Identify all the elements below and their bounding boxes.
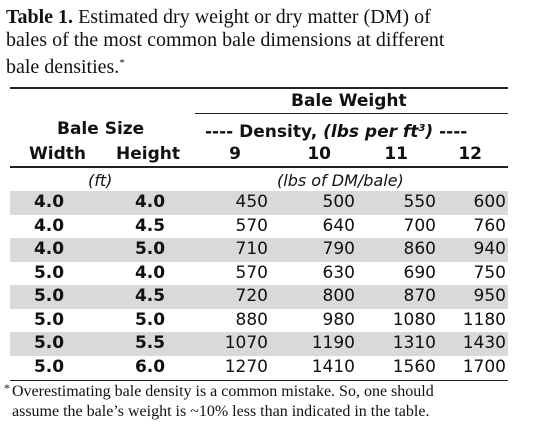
- cell-height: 5.5: [134, 333, 166, 353]
- bale-size-header: Bale Size: [57, 119, 145, 139]
- cell-height: 4.0: [134, 192, 166, 212]
- cell-d9: 1070: [224, 333, 268, 353]
- footnote-line-1: Overestimating bale density is a common …: [12, 383, 434, 400]
- cell-width: 5.0: [33, 356, 65, 377]
- cell-d11: 1080: [392, 309, 436, 330]
- height-header: Height: [116, 144, 180, 164]
- cell-d10: 800: [322, 286, 355, 306]
- cell-d9: 570: [235, 215, 268, 236]
- table-row: 5.0 5.5 1070 1190 1310 1430: [10, 332, 508, 356]
- cell-d9: 720: [235, 286, 268, 306]
- density-unit-text: (lbs per ft: [323, 122, 419, 142]
- table-caption: Table 1. Estimated dry weight or dry mat…: [6, 6, 551, 79]
- cell-d9: 710: [235, 239, 268, 259]
- density-11-header: 11: [384, 144, 408, 164]
- density-header: ---- Density, (lbs per ft3) ----: [205, 118, 467, 143]
- cell-width: 4.0: [33, 192, 65, 212]
- cell-d10: 980: [322, 309, 355, 330]
- density-suffix: ----: [433, 122, 468, 142]
- cell-d12: 750: [473, 262, 506, 283]
- table-bottom-rule: [10, 380, 508, 381]
- cell-d11: 870: [403, 286, 436, 306]
- caption-text-1: Estimated dry weight or dry matter (DM) …: [78, 6, 431, 28]
- cell-d11: 1310: [392, 333, 436, 353]
- weight-unit-label: (lbs of DM/bale): [277, 171, 404, 190]
- cell-height: 4.5: [134, 286, 166, 306]
- cell-width: 5.0: [33, 309, 65, 330]
- cell-width: 4.0: [33, 239, 65, 259]
- bale-weight-rule: [195, 113, 508, 114]
- caption-line-1: Table 1. Estimated dry weight or dry mat…: [6, 6, 551, 29]
- footnote-line-2: assume the bale’s weight is ~10% less th…: [12, 403, 430, 420]
- density-unit: (lbs per ft3): [323, 122, 433, 142]
- cell-d9: 570: [235, 262, 268, 283]
- table-row: 4.0 4.5 570 640 700 760: [10, 215, 508, 239]
- table-footnote: * Overestimating bale density is a commo…: [4, 381, 552, 422]
- density-9-header: 9: [229, 144, 241, 164]
- table-top-rule: [10, 87, 508, 89]
- cell-height: 5.0: [134, 239, 166, 259]
- cell-d11: 1560: [392, 356, 436, 377]
- table-row: 5.0 5.0 880 980 1080 1180: [10, 309, 508, 333]
- cell-d10: 640: [322, 215, 355, 236]
- header-bottom-rule: [10, 166, 508, 168]
- cell-d11: 690: [403, 262, 436, 283]
- cell-d12: 1700: [462, 356, 506, 377]
- table-row: 4.0 5.0 710 790 860 940: [10, 238, 508, 262]
- cell-d12: 760: [473, 215, 506, 236]
- cell-d10: 790: [322, 239, 355, 259]
- cell-width: 5.0: [33, 286, 65, 306]
- cell-d10: 500: [322, 192, 355, 212]
- size-unit-label: (ft): [88, 171, 113, 190]
- cell-d11: 550: [403, 192, 436, 212]
- cell-d9: 450: [235, 192, 268, 212]
- caption-asterisk: *: [119, 57, 125, 69]
- cell-height: 5.0: [134, 309, 166, 330]
- cell-d12: 940: [473, 239, 506, 259]
- width-header: Width: [29, 144, 86, 164]
- cell-d10: 1410: [311, 356, 355, 377]
- cell-d12: 600: [473, 192, 506, 212]
- density-12-header: 12: [458, 144, 482, 164]
- cell-d9: 1270: [224, 356, 268, 377]
- caption-text-3: bale densities.: [6, 56, 120, 78]
- cell-d10: 1190: [311, 333, 355, 353]
- footnote-asterisk: *: [4, 381, 10, 395]
- cell-d11: 860: [403, 239, 436, 259]
- cell-d10: 630: [322, 262, 355, 283]
- cell-d12: 1430: [462, 333, 506, 353]
- cell-height: 6.0: [134, 356, 166, 377]
- cell-width: 5.0: [33, 262, 65, 283]
- table-row: 5.0 6.0 1270 1410 1560 1700: [10, 356, 508, 380]
- cell-d12: 950: [473, 286, 506, 306]
- density-exponent: 3: [418, 123, 426, 134]
- cell-d12: 1180: [462, 309, 506, 330]
- density-prefix: ---- Density,: [205, 122, 324, 142]
- cell-width: 4.0: [33, 215, 65, 236]
- cell-d11: 700: [403, 215, 436, 236]
- caption-label: Table 1.: [6, 6, 74, 28]
- bale-weight-header: Bale Weight: [291, 91, 407, 111]
- density-10-header: 10: [307, 144, 331, 164]
- cell-d9: 880: [235, 309, 268, 330]
- table-row: 5.0 4.5 720 800 870 950: [10, 285, 508, 309]
- table-row: 5.0 4.0 570 630 690 750: [10, 262, 508, 286]
- caption-line-2: bales of the most common bale dimensions…: [6, 29, 445, 51]
- cell-height: 4.5: [134, 215, 166, 236]
- density-unit-close: ): [425, 122, 434, 142]
- cell-width: 5.0: [33, 333, 65, 353]
- cell-height: 4.0: [134, 262, 166, 283]
- caption-line-3: bale densities.*: [6, 52, 551, 79]
- table-row: 4.0 4.0 450 500 550 600: [10, 191, 508, 215]
